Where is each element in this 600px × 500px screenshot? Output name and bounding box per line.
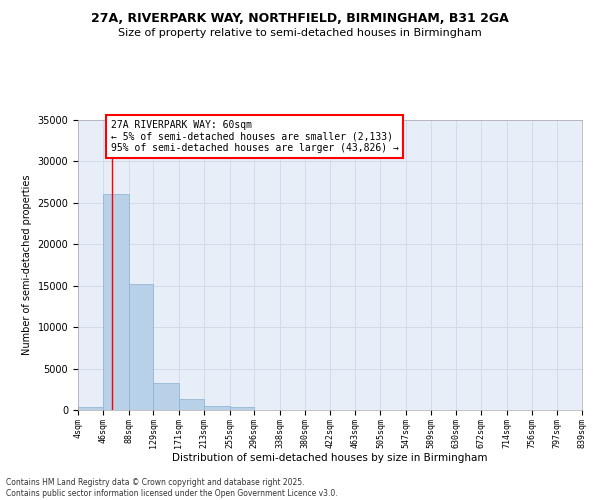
Bar [78, 406, 103, 410]
Bar [154, 384, 179, 410]
Text: 27A RIVERPARK WAY: 60sqm
← 5% of semi-detached houses are smaller (2,133)
95% of: 27A RIVERPARK WAY: 60sqm ← 5% of semi-de… [110, 120, 398, 153]
Bar [230, 407, 254, 410]
Bar [204, 406, 230, 410]
Text: Contains HM Land Registry data © Crown copyright and database right 2025.
Contai: Contains HM Land Registry data © Crown c… [6, 478, 338, 498]
Bar [179, 399, 204, 410]
Bar [129, 284, 154, 410]
X-axis label: Distribution of semi-detached houses by size in Birmingham: Distribution of semi-detached houses by … [172, 453, 488, 463]
Text: 27A, RIVERPARK WAY, NORTHFIELD, BIRMINGHAM, B31 2GA: 27A, RIVERPARK WAY, NORTHFIELD, BIRMINGH… [91, 12, 509, 26]
Text: Size of property relative to semi-detached houses in Birmingham: Size of property relative to semi-detach… [118, 28, 482, 38]
Bar [103, 194, 129, 410]
Y-axis label: Number of semi-detached properties: Number of semi-detached properties [22, 175, 32, 355]
